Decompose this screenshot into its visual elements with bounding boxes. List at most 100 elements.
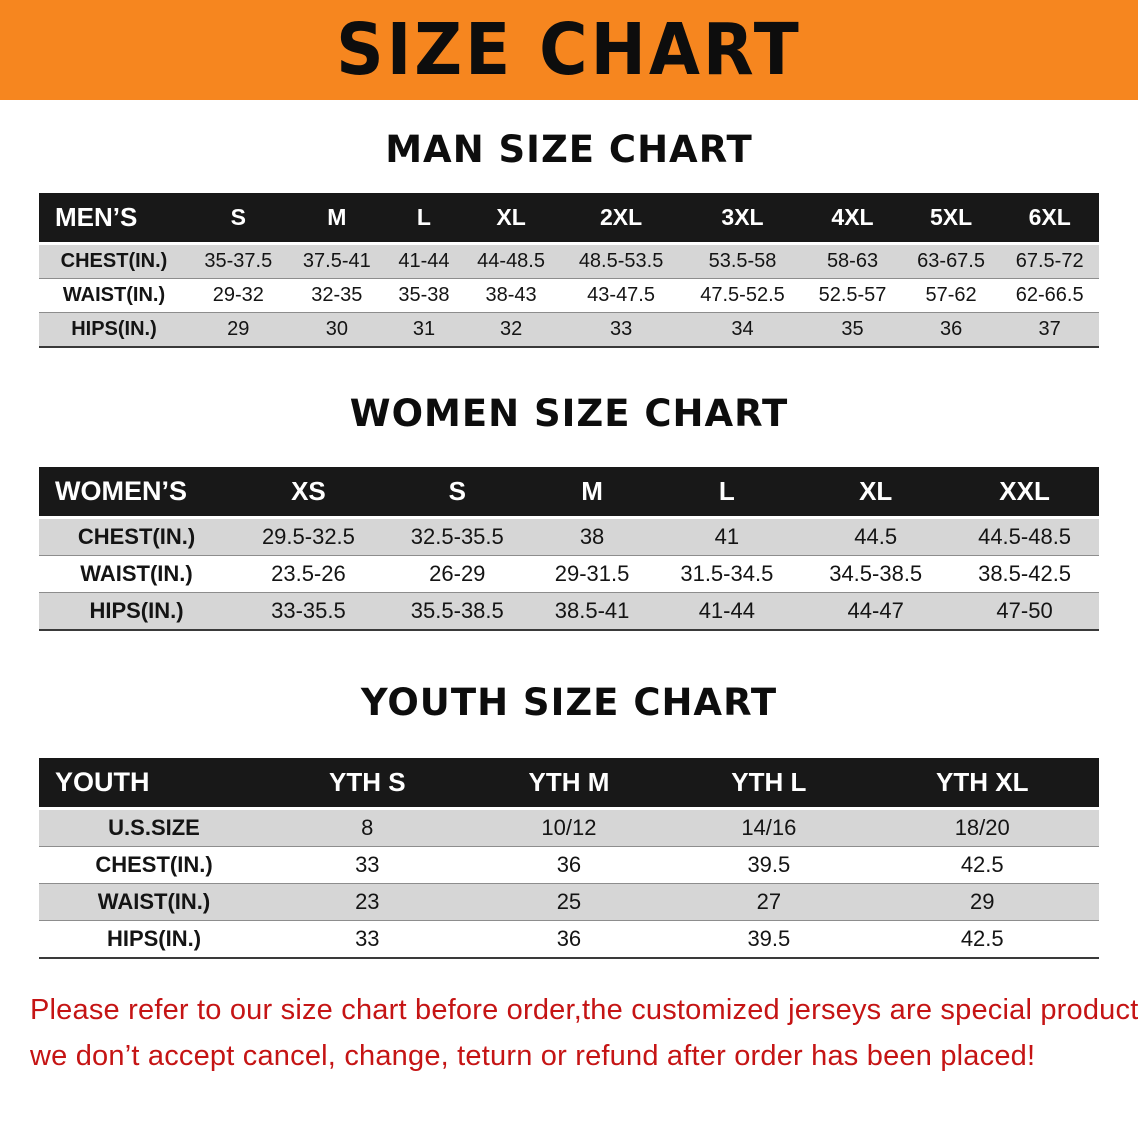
size-value-cell: 8 (361, 815, 374, 840)
size-value-cell: 32 (499, 318, 523, 340)
row-label: WAIST(IN.) (80, 561, 193, 586)
size-column-header: M (531, 467, 653, 519)
size-value-cell: 34 (731, 318, 754, 340)
size-value-cell: 31 (412, 318, 436, 340)
women-size-table: WOMEN’S XS S M L XL XXL CHEST(IN.) 29.5-32.5 32.5… (39, 467, 1099, 631)
size-column-header: YTH XL (865, 758, 1099, 810)
size-value-cell: 67.5-72 (1015, 250, 1084, 272)
women-section-heading: WOMEN SIZE CHART (349, 392, 789, 435)
size-value-cell: 41 (714, 524, 740, 549)
size-value-cell: 62-66.5 (1015, 284, 1084, 306)
row-label: HIPS(IN.) (106, 926, 202, 951)
banner-title: SIZE CHART (336, 7, 802, 92)
size-value-cell: 29-31.5 (554, 561, 630, 586)
size-value-cell: 30 (325, 318, 348, 340)
size-value-cell: 31.5-34.5 (680, 561, 774, 586)
row-label: U.S.SIZE (108, 815, 200, 840)
table-corner-label: MEN’S (39, 193, 189, 245)
size-value-cell: 38.5-41 (554, 598, 630, 623)
size-value-cell: 36 (556, 926, 582, 951)
size-value-cell: 29.5-32.5 (261, 524, 355, 549)
men-table-container: MEN’S S M L XL 2XL 3XL 4XL 5XL 6XL CHEST(IN.) 35-37… (39, 193, 1099, 348)
size-column-header: YTH M (465, 758, 673, 810)
size-column-header: YTH S (269, 758, 466, 810)
size-value-cell: 29 (969, 889, 995, 914)
row-label: CHEST(IN.) (77, 524, 196, 549)
size-value-cell: 27 (756, 889, 782, 914)
size-value-cell: 36 (939, 318, 963, 340)
size-value-cell: 41-44 (698, 598, 755, 623)
order-policy-note: Please refer to our size chart before or… (30, 987, 1138, 1080)
size-value-cell: 42.5 (960, 852, 1004, 877)
size-value-cell: 35-37.5 (204, 250, 273, 272)
size-value-cell: 63-67.5 (917, 250, 985, 272)
size-value-cell: 57-62 (925, 284, 977, 306)
size-value-cell: 35 (841, 318, 864, 340)
size-column-header: L (652, 467, 802, 519)
table-corner-label: WOMEN’S (39, 467, 234, 519)
size-value-cell: 39.5 (747, 926, 791, 951)
size-value-cell: 33-35.5 (271, 598, 346, 623)
size-value-cell: 23 (355, 889, 380, 914)
size-column-header: XL (801, 467, 951, 519)
table-row: HIPS(IN.) 33-35.5 35.5-38.5 38.5-41 41-44 44-… (39, 592, 1099, 630)
size-value-cell: 58-63 (826, 250, 879, 272)
size-value-cell: 38-43 (485, 284, 537, 306)
size-value-cell: 44.5-48.5 (978, 524, 1072, 549)
size-value-cell: 44.5 (854, 524, 898, 549)
row-label: CHEST(IN.) (95, 852, 213, 877)
size-column-header: M (287, 193, 387, 245)
size-value-cell: 26-29 (429, 561, 486, 586)
row-label: WAIST(IN.) (62, 284, 166, 306)
size-value-cell: 23.5-26 (271, 561, 346, 586)
table-row: HIPS(IN.) 29 30 31 32 33 34 35 36 37 (39, 312, 1099, 347)
size-column-header: XS (234, 467, 383, 519)
size-value-cell: 43-47.5 (587, 284, 655, 306)
size-value-cell: 29 (227, 318, 250, 340)
row-label: CHEST(IN.) (60, 250, 168, 272)
table-row: U.S.SIZE 8 10/12 14/16 18/20 (39, 808, 1099, 847)
size-value-cell: 44-48.5 (477, 250, 545, 272)
row-label: WAIST(IN.) (97, 889, 211, 914)
size-value-cell: 44-47 (847, 598, 904, 623)
youth-size-table: YOUTH YTH S YTH M YTH L YTH XL U.S.SIZE 8 10/12… (39, 758, 1099, 959)
size-column-header: 2XL (560, 193, 682, 245)
table-row: WAIST(IN.) 23.5-26 26-29 29-31.5 31.5-34.5 34… (39, 555, 1099, 593)
table-row: CHEST(IN.) 29.5-32.5 32.5-35.5 38 41 44.5 44.5… (39, 517, 1099, 556)
size-value-cell: 38.5-42.5 (978, 561, 1072, 586)
size-value-cell: 33 (355, 926, 380, 951)
size-value-cell: 35.5-38.5 (410, 598, 504, 623)
size-value-cell: 48.5-53.5 (578, 250, 664, 272)
size-value-cell: 39.5 (747, 852, 791, 877)
table-row: HIPS(IN.) 33 36 39.5 42.5 (39, 920, 1099, 958)
size-value-cell: 32-35 (311, 284, 363, 306)
size-value-cell: 10/12 (541, 815, 597, 840)
size-value-cell: 42.5 (960, 926, 1004, 951)
size-value-cell: 33 (609, 318, 633, 340)
size-value-cell: 25 (556, 889, 582, 914)
size-column-header: 6XL (1000, 193, 1099, 245)
size-column-header: 4XL (803, 193, 902, 245)
order-policy-line-1: Please refer to our size chart before or… (30, 994, 1138, 1026)
size-value-cell: 32.5-35.5 (410, 524, 504, 549)
size-column-header: XL (461, 193, 561, 245)
size-value-cell: 29-32 (212, 284, 264, 306)
size-column-header: L (386, 193, 462, 245)
size-value-cell: 14/16 (741, 815, 797, 840)
size-column-header: YTH L (672, 758, 866, 810)
size-column-header: XXL (950, 467, 1099, 519)
table-row: CHEST(IN.) 33 36 39.5 42.5 (39, 846, 1099, 884)
size-value-cell: 41-44 (398, 250, 450, 272)
size-value-cell: 18/20 (954, 815, 1010, 840)
size-value-cell: 37 (1038, 318, 1061, 340)
men-section-heading: MAN SIZE CHART (385, 128, 753, 171)
men-size-table: MEN’S S M L XL 2XL 3XL 4XL 5XL 6XL CHEST(IN.) 35-37… (39, 193, 1099, 348)
size-value-cell: 52.5-57 (818, 284, 887, 306)
size-column-header: S (189, 193, 288, 245)
row-label: HIPS(IN.) (89, 598, 184, 623)
size-value-cell: 38 (579, 524, 605, 549)
size-value-cell: 35-38 (398, 284, 450, 306)
women-table-container: WOMEN’S XS S M L XL XXL CHEST(IN.) 29.5-32.5 32.5… (39, 467, 1099, 631)
size-value-cell: 33 (355, 852, 380, 877)
youth-table-container: YOUTH YTH S YTH M YTH L YTH XL U.S.SIZE 8 10/12… (39, 758, 1099, 959)
